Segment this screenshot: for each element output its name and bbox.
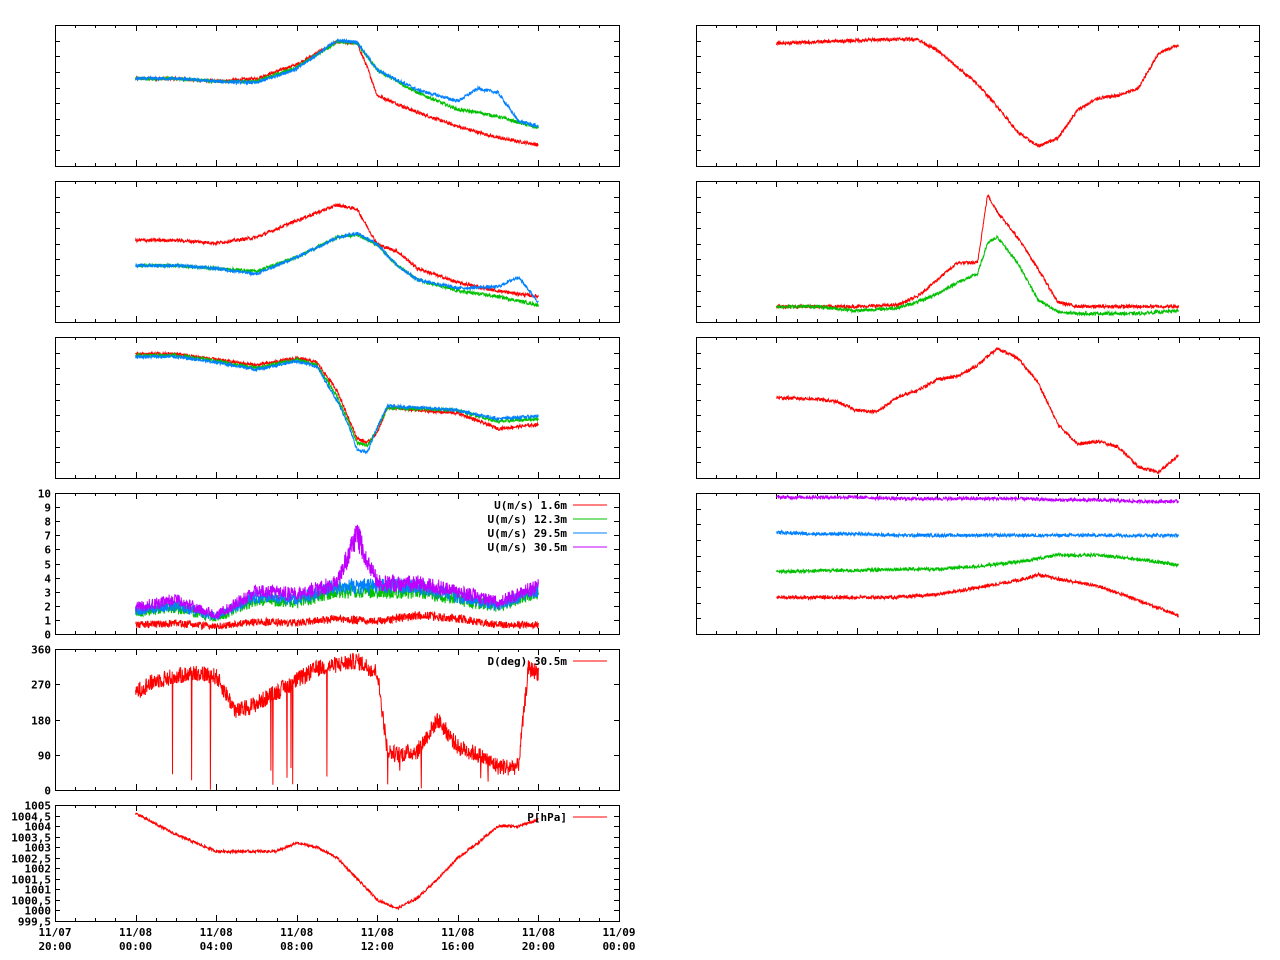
plot-frame xyxy=(55,181,620,323)
series-line-red xyxy=(135,812,539,911)
y-tick-label: 1001,5 xyxy=(11,874,51,887)
panel-left-2 xyxy=(55,181,620,323)
series-line-red xyxy=(135,652,539,790)
panel-right-3 xyxy=(696,337,1260,479)
series-line-blue xyxy=(135,578,539,621)
y-tick-label: 1002,5 xyxy=(11,853,51,866)
x-tick-label-time: 20:00 xyxy=(38,940,71,953)
series-line-green xyxy=(135,39,539,130)
panel-right-4 xyxy=(696,493,1260,635)
series-line-purple xyxy=(775,493,1180,505)
panel-left-6-pressure: 999,510001000,510011001,510021002,510031… xyxy=(11,800,635,954)
panel-right-1 xyxy=(696,25,1260,167)
y-tick-label: 999,5 xyxy=(18,916,51,929)
plot-frame xyxy=(55,337,620,479)
x-tick-label-time: 00:00 xyxy=(602,940,635,953)
y-tick-label: 1004,5 xyxy=(11,811,51,824)
y-tick-label: 1000 xyxy=(25,905,52,918)
y-tick-label: 180 xyxy=(31,715,51,728)
y-tick-label: 1 xyxy=(44,615,51,628)
y-tick-label: 0 xyxy=(44,629,51,642)
y-tick-label: 1002 xyxy=(25,863,52,876)
panel-right-2 xyxy=(696,181,1260,323)
series-line-red xyxy=(775,36,1180,149)
series-line-blue xyxy=(135,231,539,304)
y-tick-label: 10 xyxy=(38,488,51,501)
series-line-purple xyxy=(135,524,539,620)
y-tick-label: 90 xyxy=(38,750,51,763)
plot-frame xyxy=(696,181,1260,323)
series-line-red xyxy=(775,194,1180,311)
y-tick-label: 1005 xyxy=(25,800,52,813)
y-tick-label: 1003,5 xyxy=(11,832,51,845)
x-tick-label-date: 11/08 xyxy=(200,926,233,939)
panel-left-1 xyxy=(55,25,620,167)
y-tick-label: 1000,5 xyxy=(11,895,51,908)
y-tick-label: 8 xyxy=(44,516,51,529)
y-tick-label: 270 xyxy=(31,679,51,692)
legend-label: D(deg) 30.5m xyxy=(488,655,568,668)
y-tick-label: 360 xyxy=(31,644,51,657)
y-tick-label: 1001 xyxy=(25,884,52,897)
y-tick-label: 3 xyxy=(44,587,51,600)
x-tick-label-time: 00:00 xyxy=(119,940,152,953)
series-line-red xyxy=(776,347,1179,475)
x-tick-label-time: 16:00 xyxy=(441,940,474,953)
x-tick-label-time: 04:00 xyxy=(200,940,233,953)
y-tick-label: 5 xyxy=(44,559,51,572)
legend-label: U(m/s) 1.6m xyxy=(494,499,567,512)
legend-label: U(m/s) 12.3m xyxy=(488,513,568,526)
y-tick-label: 1004 xyxy=(25,821,52,834)
panel-left-3 xyxy=(55,337,620,479)
x-tick-label-time: 20:00 xyxy=(522,940,555,953)
panel-left-5-wind-direction: 0 90 180 270 360 D(deg) 30.5m xyxy=(31,644,620,798)
series-line-blue xyxy=(776,529,1180,539)
legend-label: U(m/s) 29.5m xyxy=(488,527,568,540)
series-line-green xyxy=(775,234,1179,317)
series-line-red xyxy=(135,38,539,148)
x-tick-label-date: 11/08 xyxy=(119,926,152,939)
legend-label: U(m/s) 30.5m xyxy=(488,541,568,554)
plot-frame xyxy=(696,337,1260,479)
x-tick-label-time: 12:00 xyxy=(361,940,394,953)
x-tick-label-date: 11/08 xyxy=(361,926,394,939)
y-tick-label: 0 xyxy=(44,785,51,798)
series-line-green xyxy=(135,232,539,308)
y-tick-label: 9 xyxy=(44,502,51,515)
x-tick-label-date: 11/09 xyxy=(602,926,635,939)
series-line-red xyxy=(135,202,539,300)
x-tick-label-date: 11/07 xyxy=(38,926,71,939)
x-tick-label-date: 11/08 xyxy=(280,926,313,939)
series-line-green xyxy=(775,551,1180,575)
series-line-blue xyxy=(135,353,539,455)
x-tick-label-time: 08:00 xyxy=(280,940,313,953)
y-tick-label: 7 xyxy=(44,530,51,543)
x-tick-label-date: 11/08 xyxy=(522,926,555,939)
x-tick-label-date: 11/08 xyxy=(441,926,474,939)
y-tick-label: 1003 xyxy=(25,842,52,855)
series-line-blue xyxy=(135,37,539,129)
series-line-red xyxy=(135,611,539,631)
y-tick-label: 6 xyxy=(44,544,51,557)
series-line-red xyxy=(776,571,1179,618)
legend-label: P[hPa] xyxy=(527,811,567,824)
y-tick-label: 4 xyxy=(44,573,51,586)
y-tick-label: 2 xyxy=(44,601,51,614)
